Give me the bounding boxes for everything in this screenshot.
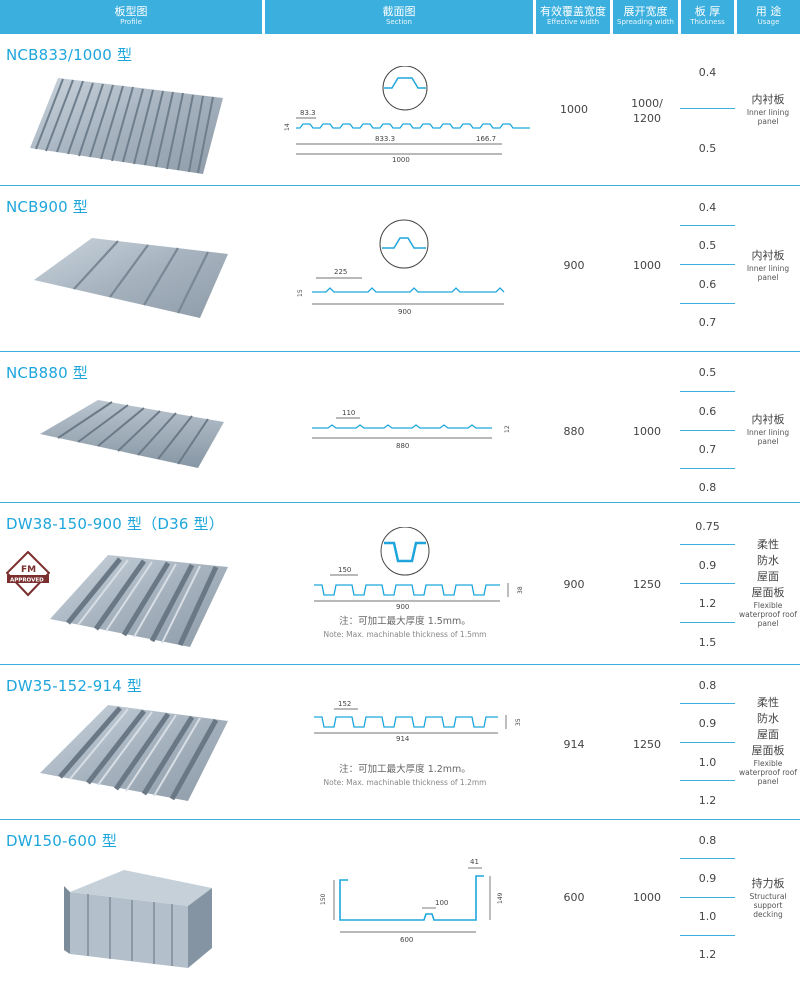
header-effective-width: 有效覆盖宽度 Effective width	[536, 0, 610, 34]
section-drawing-ncb833: 83.3 14 833.3 166.7 1000	[284, 66, 530, 164]
section-drawing-ncb900: 225 15 900	[297, 219, 505, 316]
thickness-list: 0.5 0.6 0.7 0.8	[680, 354, 735, 503]
machinable-thickness-note: 注：可加工最大厚度 1.2mm。 Note: Max. machinable t…	[323, 764, 487, 787]
spreading-width: 1000	[633, 891, 661, 904]
effective-width: 600	[563, 891, 585, 904]
header-thickness: 板 厚 Thickness	[681, 0, 734, 34]
product-title: NCB880 型	[6, 364, 88, 382]
svg-text:12: 12	[504, 425, 511, 433]
product-title: DW38-150-900 型（D36 型）	[6, 515, 224, 533]
fm-approved-logo: FM APPROVED	[6, 551, 50, 597]
usage: 柔性 防水 屋面 屋面板 Flexible waterproof roof pa…	[739, 696, 797, 786]
svg-text:110: 110	[342, 409, 355, 417]
product-title: DW35-152-914 型	[6, 677, 143, 695]
svg-text:900: 900	[396, 603, 409, 609]
svg-text:149: 149	[497, 892, 504, 904]
section-drawing-dw150: 41 150 100 149 600	[320, 858, 504, 944]
spreading-width: 1000	[633, 259, 661, 272]
svg-text:152: 152	[338, 700, 351, 708]
panel-figure-dw38	[50, 555, 228, 647]
product-title: DW150-600 型	[6, 832, 118, 850]
svg-text:41: 41	[470, 858, 479, 866]
svg-text:14: 14	[284, 123, 291, 131]
product-row-ncb833: NCB833/1000 型 83.3 14 833.3 166.7 1000 1…	[0, 36, 800, 186]
panel-figure-ncb880	[40, 400, 224, 468]
machinable-thickness-note: 注：可加工最大厚度 1.5mm。 Note: Max. machinable t…	[323, 616, 487, 639]
thickness-list: 0.8 0.9 1.0 1.2	[680, 822, 735, 986]
spreading-width: 1250	[633, 738, 661, 751]
product-row-ncb880: NCB880 型 110 12 880 880 1000 0.5 0.6 0.7…	[0, 354, 800, 503]
effective-width: 1000	[560, 103, 588, 116]
thickness-list: 0.75 0.9 1.2 1.5	[680, 505, 735, 665]
svg-text:900: 900	[398, 308, 411, 316]
svg-text:83.3: 83.3	[300, 109, 316, 117]
header-section: 截面图 Section	[265, 0, 533, 34]
product-row-dw150: DW150-600 型 41 150 100 149 600 600 1000 …	[0, 822, 800, 986]
panel-figure-ncb900	[34, 238, 228, 318]
spreading-width: 1000	[633, 425, 661, 438]
svg-text:880: 880	[396, 442, 409, 450]
usage: 内衬板 Inner lining panel	[746, 413, 790, 446]
section-drawing-ncb880: 110 12 880	[312, 409, 511, 450]
panel-figure-ncb833	[30, 78, 223, 174]
product-row-dw38: DW38-150-900 型（D36 型） FM APPROVED 150 38…	[0, 505, 800, 665]
svg-text:833.3: 833.3	[375, 135, 395, 143]
spreading-width: 1000/ 1200	[631, 97, 663, 125]
svg-text:38: 38	[517, 586, 524, 594]
effective-width: 900	[563, 578, 585, 591]
product-row-ncb900: NCB900 型 225 15 900 900 1000 0.4 0.5 0.6…	[0, 188, 800, 352]
section-drawing-dw38: 150 38 900	[314, 527, 524, 609]
usage: 内衬板 Inner lining panel	[746, 249, 790, 282]
svg-text:225: 225	[334, 268, 347, 276]
thickness-list: 0.8 0.9 1.0 1.2	[680, 667, 735, 820]
effective-width: 880	[563, 425, 585, 438]
product-title: NCB833/1000 型	[6, 46, 133, 64]
svg-text:166.7: 166.7	[476, 135, 496, 143]
svg-text:APPROVED: APPROVED	[10, 578, 44, 584]
thickness-list: 0.4 0.5	[680, 36, 735, 186]
header-spreading-width: 展开宽度 Spreading width	[613, 0, 678, 34]
svg-text:35: 35	[515, 718, 522, 726]
panel-figure-dw150	[64, 870, 212, 968]
usage: 持力板 Structural support decking	[749, 877, 787, 919]
svg-text:914: 914	[396, 735, 410, 743]
svg-text:FM: FM	[21, 565, 36, 575]
svg-text:150: 150	[320, 893, 327, 905]
svg-text:15: 15	[297, 289, 304, 297]
usage: 内衬板 Inner lining panel	[746, 93, 790, 126]
thickness-list: 0.4 0.5 0.6 0.7	[680, 188, 735, 352]
header-usage: 用 途 Usage	[737, 0, 800, 34]
usage: 柔性 防水 屋面 屋面板 Flexible waterproof roof pa…	[739, 538, 797, 628]
header-profile: 板型图 Profile	[0, 0, 262, 34]
svg-text:100: 100	[435, 899, 448, 907]
svg-text:1000: 1000	[392, 156, 410, 164]
panel-figure-dw35	[40, 705, 228, 801]
effective-width: 900	[563, 259, 585, 272]
effective-width: 914	[563, 738, 585, 751]
spreading-width: 1250	[633, 578, 661, 591]
product-title: NCB900 型	[6, 198, 88, 216]
product-row-dw35: DW35-152-914 型 152 35 914 注：可加工最大厚度 1.2m…	[0, 667, 800, 820]
svg-text:150: 150	[338, 566, 351, 574]
svg-text:600: 600	[400, 936, 413, 944]
table-header: 板型图 Profile 截面图 Section 有效覆盖宽度 Effective…	[0, 0, 800, 34]
section-drawing-dw35: 152 35 914	[314, 700, 522, 743]
